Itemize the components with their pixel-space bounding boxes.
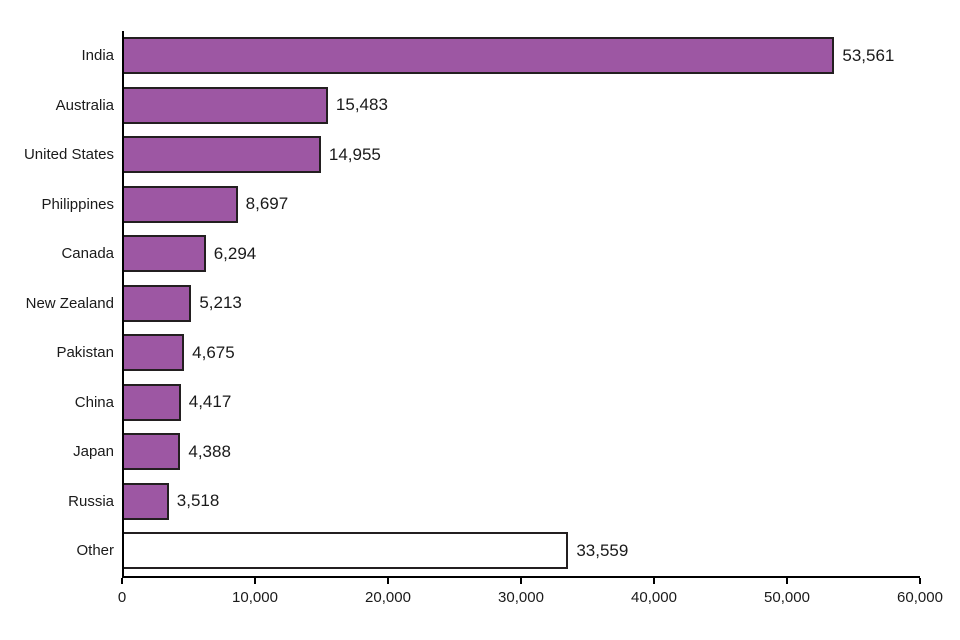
category-label: Australia xyxy=(55,96,114,114)
bar-area: 5,213 xyxy=(122,279,920,329)
bar-area: 14,955 xyxy=(122,130,920,180)
tick-mark xyxy=(121,577,123,584)
category-label: Japan xyxy=(73,443,114,461)
tick-mark xyxy=(919,577,921,584)
bar xyxy=(122,334,185,372)
chart-row: Canada 6,294 xyxy=(0,229,960,279)
category-label: Other xyxy=(76,542,114,560)
tick-label: 0 xyxy=(117,588,127,606)
bar-area: 15,483 xyxy=(122,81,920,131)
value-label: 5,213 xyxy=(199,293,242,313)
chart-row: Australia 15,483 xyxy=(0,81,960,131)
tick-label: 30,000 xyxy=(498,588,544,606)
value-label: 4,675 xyxy=(192,342,235,362)
category-label: China xyxy=(74,393,114,411)
bar-area: 53,561 xyxy=(122,31,920,81)
plot-area: India 53,561 Australia 15,483 United States 1… xyxy=(0,30,960,576)
chart-row: Russia 3,518 xyxy=(0,477,960,527)
value-label: 6,294 xyxy=(213,243,257,263)
bar xyxy=(122,532,569,570)
bar xyxy=(122,37,835,75)
bar xyxy=(122,284,192,322)
category-label: New Zealand xyxy=(25,294,114,312)
tick-mark xyxy=(386,577,389,584)
category-label: Pakistan xyxy=(56,344,114,362)
bar-area: 6,294 xyxy=(122,229,920,279)
value-label: 8,697 xyxy=(245,194,289,214)
bar xyxy=(122,383,181,421)
chart-row: Pakistan 4,675 xyxy=(0,328,960,378)
tick-label: 60,000 xyxy=(897,588,943,606)
value-label: 53,561 xyxy=(842,45,895,65)
chart-row: Philippines 8,697 xyxy=(0,180,960,230)
tick-label: 10,000 xyxy=(232,588,278,606)
value-label: 33,559 xyxy=(576,540,629,560)
category-label: Philippines xyxy=(41,195,114,213)
bar-area: 4,388 xyxy=(122,427,920,477)
bar xyxy=(122,235,206,273)
bar-area: 4,675 xyxy=(122,328,920,378)
bar-area: 8,697 xyxy=(122,180,920,230)
category-label: India xyxy=(81,47,114,65)
bar-area: 33,559 xyxy=(122,526,920,576)
value-label: 14,955 xyxy=(328,144,381,164)
chart-row: China 4,417 xyxy=(0,378,960,428)
tick-mark xyxy=(253,577,256,584)
bar xyxy=(122,433,181,471)
tick-mark xyxy=(652,577,655,584)
category-label: Russia xyxy=(68,492,114,510)
bar-area: 4,417 xyxy=(122,378,920,428)
bar xyxy=(122,185,238,223)
value-label: 15,483 xyxy=(335,95,388,115)
tick-label: 20,000 xyxy=(365,588,411,606)
bar xyxy=(122,86,328,124)
bar-area: 3,518 xyxy=(122,477,920,527)
chart-row: Other 33,559 xyxy=(0,526,960,576)
tick-label: 40,000 xyxy=(631,588,677,606)
chart-row: Japan 4,388 xyxy=(0,427,960,477)
value-label: 3,518 xyxy=(176,491,220,511)
bar xyxy=(122,482,169,520)
value-label: 4,388 xyxy=(188,441,231,461)
value-label: 4,417 xyxy=(188,392,232,412)
chart-row: United States 14,955 xyxy=(0,130,960,180)
category-label: Canada xyxy=(61,245,114,263)
tick-mark xyxy=(786,577,788,584)
x-axis: 0 10,000 20,000 30,000 40,000 50,000 60,000 xyxy=(118,575,943,618)
tick-mark xyxy=(520,577,522,584)
bar xyxy=(122,136,321,174)
tick-label: 50,000 xyxy=(764,588,810,606)
category-label: United States xyxy=(23,146,114,164)
chart-row: New Zealand 5,213 xyxy=(0,279,960,329)
chart-row: India 53,561 xyxy=(0,31,960,81)
